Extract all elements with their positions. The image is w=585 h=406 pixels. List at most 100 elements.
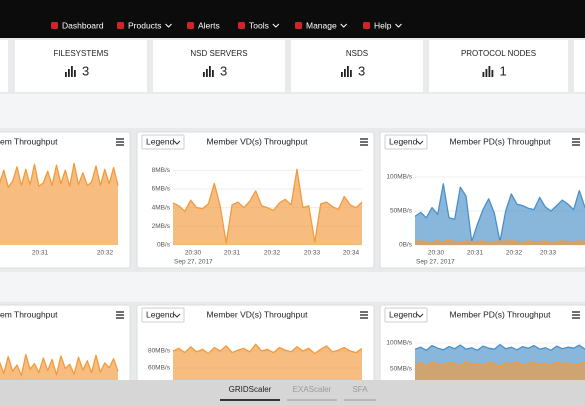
bar-icon: [341, 72, 343, 77]
legend-dropdown[interactable]: [384, 307, 428, 323]
x-tick-label: 20:33: [304, 250, 321, 257]
legend-dropdown[interactable]: [384, 134, 428, 150]
bar-icon: [68, 69, 70, 77]
nav-item[interactable]: Dashboard: [51, 20, 104, 30]
tab[interactable]: SFA: [352, 385, 368, 394]
nav-item[interactable]: Manage: [295, 20, 337, 30]
nav-icon: [238, 22, 245, 29]
bar-icon: [485, 69, 488, 77]
x-tick-label: 20:32: [264, 250, 281, 257]
panel-title: Member PD(s) Throughput: [450, 309, 552, 319]
bar-icon: [74, 70, 76, 77]
bar-icon: [344, 69, 346, 77]
nav-label: Products: [128, 20, 162, 30]
y-tick-label: 50MB/s: [390, 366, 413, 373]
caret: [173, 313, 181, 318]
bar-icon: [347, 66, 349, 77]
legend-dropdown[interactable]: [141, 134, 185, 150]
tab[interactable]: GRIDScaler: [229, 385, 272, 394]
panel-title: Member VD(s) Throughput: [207, 309, 309, 319]
legend-label: Legend: [146, 136, 175, 146]
line: [414, 239, 585, 243]
x-tick-label: 20:34: [343, 250, 360, 257]
y-tick-label: 100MB/s: [386, 340, 412, 347]
line: [414, 343, 585, 351]
y-tick-label: 80MB/s: [148, 348, 171, 355]
y-tick-label: 4MB/s: [152, 204, 171, 211]
card-label: FILESYSTEMS: [53, 49, 108, 58]
legend-label: Legend: [146, 309, 175, 319]
card: [153, 40, 285, 92]
line: [0, 162, 119, 188]
x-tick-label: 20:30: [185, 250, 202, 257]
caret: [395, 23, 402, 28]
card: [15, 40, 147, 92]
tab[interactable]: EXAScaler: [293, 385, 332, 394]
plot: 0B/s 2MB/s 4MB/s 6MB/s 8MB/s 20:30 20:31 20:32 2…: [152, 167, 363, 266]
x-tick-label: 20:32: [97, 250, 114, 257]
card: [574, 40, 585, 92]
top-nav: [0, 0, 585, 38]
bottom-bar: [0, 380, 585, 406]
nav-item[interactable]: Products: [117, 20, 162, 30]
band: [0, 94, 585, 128]
nav-icon: [51, 22, 58, 29]
y-tick-label: 100MB/s: [386, 174, 412, 181]
card-count: 3: [82, 63, 89, 78]
bar-icon: [488, 66, 491, 77]
y-tick-label: 0B/s: [157, 242, 171, 249]
bar-icon: [209, 66, 211, 77]
legend-label: Legend: [389, 136, 418, 146]
x-tick-label: 20:30: [428, 250, 445, 257]
card: [291, 40, 423, 92]
bar-icon: [203, 72, 205, 77]
nav-label: Help: [374, 20, 392, 30]
bar-icon: [350, 70, 352, 77]
card: [429, 40, 568, 92]
panel-title: em Throughput: [0, 309, 58, 319]
nav-icon: [363, 22, 370, 29]
nav-item[interactable]: Alerts: [187, 20, 220, 30]
y-tick-label: 6MB/s: [152, 186, 171, 193]
card-count: 3: [358, 63, 365, 78]
card: [0, 40, 8, 92]
card-count: 1: [500, 63, 507, 78]
nav-label: Tools: [249, 20, 269, 30]
nav-icon: [117, 22, 124, 29]
area: [173, 169, 362, 245]
nav-icon: [187, 22, 194, 29]
x-date: Sep 27, 2017: [416, 259, 455, 266]
nav-icon: [295, 22, 302, 29]
nav-label: Alerts: [198, 20, 220, 30]
line: [0, 353, 119, 377]
x-tick-label: 20:32: [506, 250, 523, 257]
card-label: NSD SERVERS: [190, 49, 247, 58]
legend-dropdown[interactable]: [141, 307, 185, 323]
plot: 60MB/s 80MB/s: [148, 343, 363, 385]
bar-icon: [482, 72, 485, 77]
area: [173, 344, 362, 385]
x-tick-label: 20:31: [467, 250, 484, 257]
card-label: PROTOCOL NODES: [461, 49, 536, 58]
caret: [173, 140, 181, 145]
bar-icon: [71, 66, 73, 77]
card-count: 3: [220, 63, 227, 78]
bar-icon: [212, 70, 214, 77]
legend-label: Legend: [389, 309, 418, 319]
line: [172, 343, 363, 355]
card-label: NSDS: [346, 49, 368, 58]
area: [415, 183, 585, 245]
bar-icon: [65, 72, 67, 77]
caret: [272, 23, 280, 28]
line: [414, 360, 585, 368]
panel-title: Member VD(s) Throughput: [207, 136, 309, 146]
nav-label: Manage: [306, 20, 337, 30]
x-tick-label: 20:31: [224, 250, 241, 257]
plot: 20:31 20:32: [0, 162, 119, 257]
caret: [340, 23, 348, 28]
nav-item[interactable]: Help: [363, 20, 392, 30]
bar-icon: [206, 69, 208, 77]
nav-item[interactable]: Tools: [238, 20, 269, 30]
x-date: Sep 27, 2017: [174, 259, 213, 266]
